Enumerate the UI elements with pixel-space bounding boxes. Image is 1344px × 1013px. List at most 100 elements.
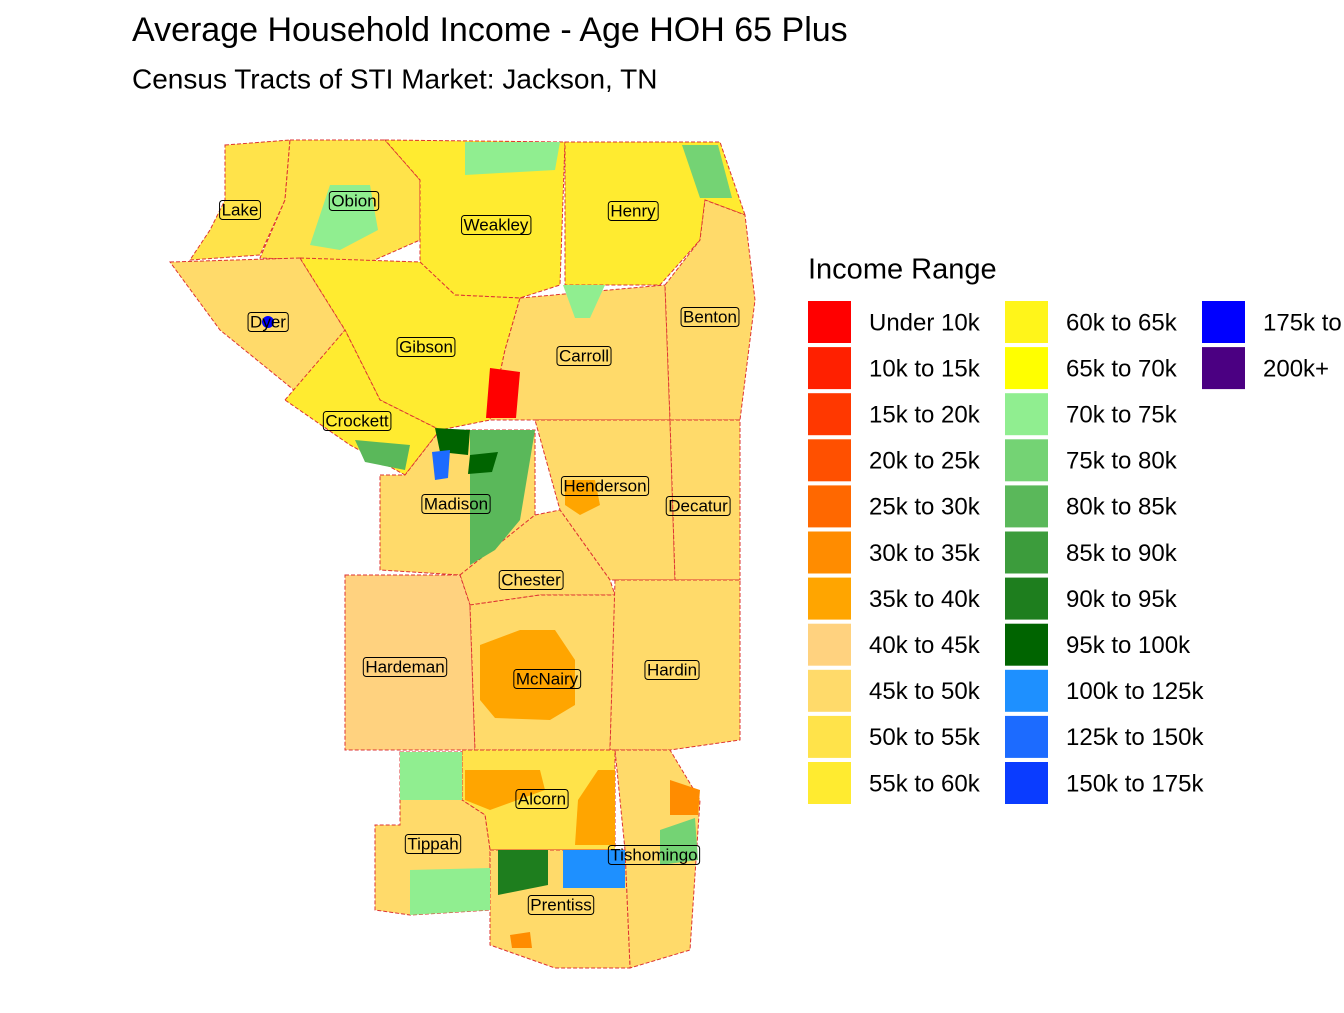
tract-patch — [465, 770, 545, 810]
county-name: Weakley — [464, 215, 529, 234]
county-name: Madison — [424, 494, 488, 513]
county-label: Crockett — [322, 410, 392, 431]
county-name: Prentiss — [530, 895, 591, 914]
legend-swatch — [1005, 669, 1048, 712]
legend-swatch — [808, 762, 851, 804]
county-label: Lake — [219, 199, 261, 220]
tract-patch — [310, 185, 378, 250]
legend-label: 10k to 15k — [869, 355, 981, 382]
legend-swatch — [1202, 347, 1245, 390]
county-label: Hardeman — [362, 656, 448, 677]
tract-patch — [660, 818, 698, 865]
county-name: Dyer — [250, 312, 286, 331]
legend-swatch — [1005, 439, 1048, 482]
subtitle: Census Tracts of STI Market: Jackson, TN — [132, 63, 657, 94]
legend-swatch — [1005, 531, 1048, 574]
county-name: Carroll — [559, 346, 609, 365]
tract-patch — [510, 932, 532, 948]
legend-label: 80k to 85k — [1066, 494, 1178, 521]
county-label: Prentiss — [527, 894, 595, 915]
county-label-box — [513, 668, 582, 689]
county-name: Henry — [610, 201, 656, 220]
legend-title: Income Range — [808, 254, 997, 286]
county-label: Henry — [607, 200, 659, 221]
tract-patch — [670, 780, 700, 815]
county-name: Obion — [331, 191, 376, 210]
county-label-box — [560, 475, 650, 496]
legend-label: 85k to 90k — [1066, 540, 1178, 567]
tract-patch — [480, 630, 575, 720]
county-label-box — [556, 345, 612, 366]
legend-swatch — [808, 485, 851, 528]
county-name: McNairy — [516, 669, 579, 688]
tract-patch — [575, 770, 615, 845]
county-label: Carroll — [556, 345, 612, 366]
legend-swatch — [808, 301, 851, 343]
tract-patch — [262, 316, 274, 328]
legend-label: 15k to 20k — [869, 402, 981, 429]
county-name: Benton — [683, 307, 737, 326]
legend-swatch — [808, 577, 851, 620]
tract-patch — [432, 450, 450, 480]
legend-label: 200k+ — [1263, 355, 1329, 382]
county-label-box — [461, 214, 532, 235]
county-label: Gibson — [396, 336, 456, 357]
legend-label: 95k to 100k — [1066, 632, 1191, 659]
tract-patch — [565, 480, 600, 515]
legend-swatch — [1005, 301, 1048, 343]
title: Average Household Income - Age HOH 65 Pl… — [132, 11, 848, 49]
legend-label: 100k to 125k — [1066, 678, 1204, 705]
legend-label: 175k to 200k — [1263, 309, 1344, 336]
legend-label: 75k to 80k — [1066, 448, 1178, 475]
county-label-box — [322, 410, 392, 431]
county-shape — [489, 284, 671, 421]
county-name: Henderson — [563, 476, 646, 495]
legend-swatch — [808, 393, 851, 436]
tract-patch — [486, 368, 520, 418]
legend-swatch — [808, 669, 851, 712]
county-name: Hardin — [647, 660, 697, 679]
county-label-box — [396, 336, 456, 357]
county-name: Tishomingo — [610, 845, 697, 864]
county-label: Tippah — [404, 833, 462, 854]
legend-label: 25k to 30k — [869, 494, 981, 521]
tract-patch — [410, 868, 490, 915]
county-name: Decatur — [668, 496, 728, 515]
legend-swatch — [1005, 762, 1048, 804]
tract-patch — [465, 142, 560, 175]
county-name: Tippah — [407, 834, 458, 853]
county-label-box — [644, 659, 700, 680]
tract-patch — [435, 428, 470, 455]
legend-swatch — [1005, 485, 1048, 528]
county-label-box — [404, 833, 462, 854]
legend-swatch — [1005, 347, 1048, 390]
county-name: Crockett — [325, 411, 389, 430]
legend-label: 50k to 55k — [869, 724, 981, 751]
tract-patch — [468, 452, 498, 474]
legend-swatch — [1202, 301, 1245, 343]
legend-label: Under 10k — [869, 309, 981, 336]
tract-patch — [563, 285, 605, 318]
county-label: Henderson — [560, 475, 650, 496]
county-label-box — [498, 569, 564, 590]
map — [169, 139, 756, 969]
county-label-box — [247, 311, 289, 332]
county-label: Tishomingo — [607, 844, 701, 865]
county-label-box — [219, 199, 261, 220]
tract-patch — [355, 440, 410, 470]
tract-patch — [563, 850, 625, 888]
county-name: Gibson — [399, 337, 453, 356]
county-label: Obion — [328, 190, 380, 211]
county-label-box — [328, 190, 380, 211]
county-name: Chester — [501, 570, 561, 589]
county-label-box — [607, 200, 659, 221]
tract-patch — [400, 752, 462, 800]
county-label-box — [680, 306, 740, 327]
county-shape — [609, 579, 741, 751]
tract-patch — [498, 850, 548, 895]
legend-swatch — [808, 715, 851, 758]
county-label: Alcorn — [515, 788, 569, 809]
county-label-box — [421, 493, 491, 514]
county-name: Hardeman — [365, 657, 444, 676]
